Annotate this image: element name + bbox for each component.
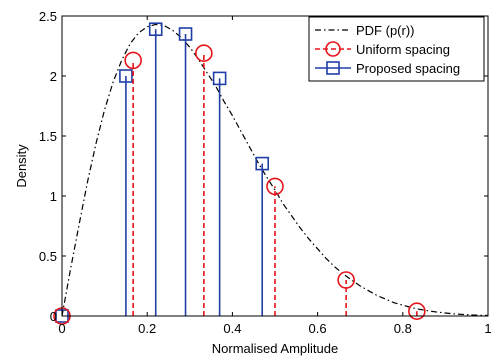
y-axis-label: Density <box>14 144 29 188</box>
y-tick-label: 2 <box>50 69 57 84</box>
y-tick-label: 2.5 <box>39 9 57 24</box>
x-tick-label: 0.6 <box>309 321 327 336</box>
x-tick-label: 0.4 <box>223 321 241 336</box>
uniform-marker <box>124 51 142 70</box>
legend-label-uniform: Uniform spacing <box>356 42 450 57</box>
proposed-marker <box>119 69 133 83</box>
y-tick-label: 0 <box>50 309 57 324</box>
proposed-marker <box>148 22 163 37</box>
legend-entry-proposed: Proposed spacing <box>315 61 460 76</box>
legend-marker-proposed <box>326 61 340 75</box>
proposed-marker <box>255 156 270 171</box>
x-tick-label: 1 <box>484 321 491 336</box>
legend-entry-pdf: PDF (p(r)) <box>315 23 415 38</box>
legend-label-pdf: PDF (p(r)) <box>356 23 415 38</box>
proposed-marker <box>212 71 227 86</box>
legend-label-proposed: Proposed spacing <box>356 61 460 76</box>
pdf-curve <box>61 23 489 317</box>
legend-marker-uniform <box>325 41 341 57</box>
legend-box <box>308 16 485 82</box>
x-tick-label: 0 <box>58 321 65 336</box>
uniform-marker <box>195 44 213 63</box>
uniform-marker <box>337 271 355 289</box>
x-axis-label: Normalised Amplitude <box>212 341 338 356</box>
x-tick-label: 0.8 <box>394 321 412 336</box>
uniform-marker <box>408 302 426 321</box>
y-tick-label: 1 <box>50 189 57 204</box>
proposed-marker <box>178 27 193 41</box>
uniform-marker <box>266 177 284 196</box>
x-tick-label: 0.2 <box>138 321 156 336</box>
legend-entry-uniform: Uniform spacing <box>315 41 450 57</box>
plot-frame <box>61 15 489 317</box>
y-tick-label: 0.5 <box>39 249 57 264</box>
legend: PDF (p(r)) Uniform spacing Proposed spac… <box>308 16 485 82</box>
y-tick-label: 1.5 <box>39 129 57 144</box>
